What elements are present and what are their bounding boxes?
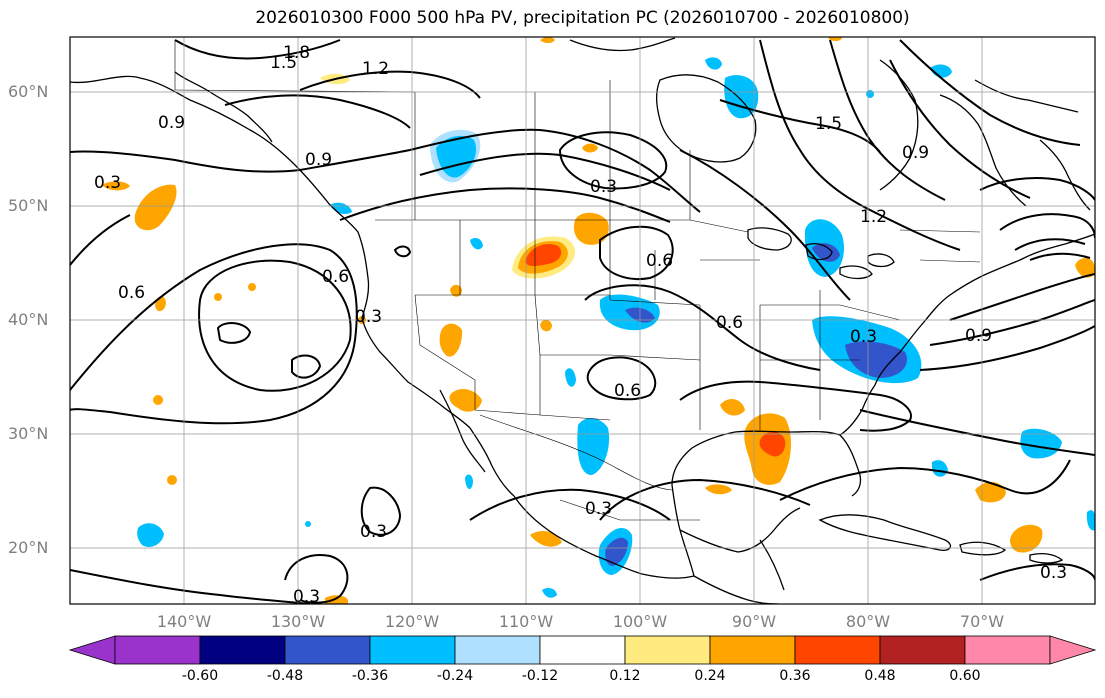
longitude-label: 130°W <box>270 612 326 631</box>
precipitation-shading <box>102 37 1095 604</box>
colorbar-tick-label: -0.12 <box>521 668 559 684</box>
contour-label: 0.3 <box>94 173 121 193</box>
contour-label: 1.5 <box>270 53 297 73</box>
latitude-label: 60°N <box>8 82 49 101</box>
contour-label: 0.6 <box>716 313 743 333</box>
map-frame <box>69 36 1096 605</box>
longitude-label: 70°W <box>959 612 1005 631</box>
contour-label: 0.3 <box>590 177 617 197</box>
contour-label: 1.8 <box>283 43 310 63</box>
contour-label: 0.6 <box>118 283 145 303</box>
contour-label: 0.9 <box>305 150 332 170</box>
contour-label: 0.3 <box>293 587 320 607</box>
contour-label: 1.2 <box>860 207 887 227</box>
colorbar-extend-low <box>68 635 116 665</box>
pv-contours <box>70 39 1095 604</box>
colorbar-tick-label: -0.48 <box>266 668 304 684</box>
graticule <box>70 37 1095 604</box>
contour-label: 0.3 <box>585 499 612 519</box>
colorbar-tick-label: 0.60 <box>949 668 981 684</box>
longitude-label: 80°W <box>845 612 891 631</box>
contour-label: 1.5 <box>815 114 842 134</box>
longitude-label: 110°W <box>498 612 554 631</box>
longitude-label: 140°W <box>156 612 212 631</box>
contour-label: 0.3 <box>850 327 877 347</box>
plot-title: 2026010300 F000 500 hPa PV, precipitatio… <box>255 8 910 28</box>
contour-label: 0.9 <box>902 143 929 163</box>
colorbar-tick-label: 0.24 <box>694 668 726 684</box>
contour-label: 0.3 <box>360 522 387 542</box>
contour-label: 0.6 <box>646 251 673 271</box>
colorbar-tick-label: -0.36 <box>351 668 389 684</box>
colorbar <box>68 635 1097 665</box>
colorbar-tick-label: 0.48 <box>864 668 896 684</box>
contour-label: 0.3 <box>355 307 382 327</box>
colorbar-extend-high <box>1049 635 1097 665</box>
latitude-label: 40°N <box>8 310 49 329</box>
colorbar-tick-label: 0.12 <box>609 668 641 684</box>
contour-label: 0.6 <box>322 267 349 287</box>
latitude-label: 30°N <box>8 424 49 443</box>
contour-label: 0.9 <box>965 326 992 346</box>
contour-labels: 1.8 1.5 1.2 0.9 0.9 0.3 0.6 0.3 0.3 0.3 … <box>94 43 1067 607</box>
contour-label: 0.9 <box>158 113 185 133</box>
colorbar-tick-label: -0.24 <box>436 668 474 684</box>
longitude-label: 90°W <box>731 612 777 631</box>
colorbar-tick-label: 0.36 <box>779 668 811 684</box>
longitude-label: 100°W <box>612 612 668 631</box>
contour-label: 1.2 <box>362 59 389 79</box>
contour-label: 0.6 <box>614 381 641 401</box>
contour-label: 0.3 <box>1040 563 1067 583</box>
colorbar-tick-label: -0.60 <box>181 668 219 684</box>
latitude-label: 50°N <box>8 196 49 215</box>
longitude-label: 120°W <box>384 612 440 631</box>
latitude-label: 20°N <box>8 538 49 557</box>
